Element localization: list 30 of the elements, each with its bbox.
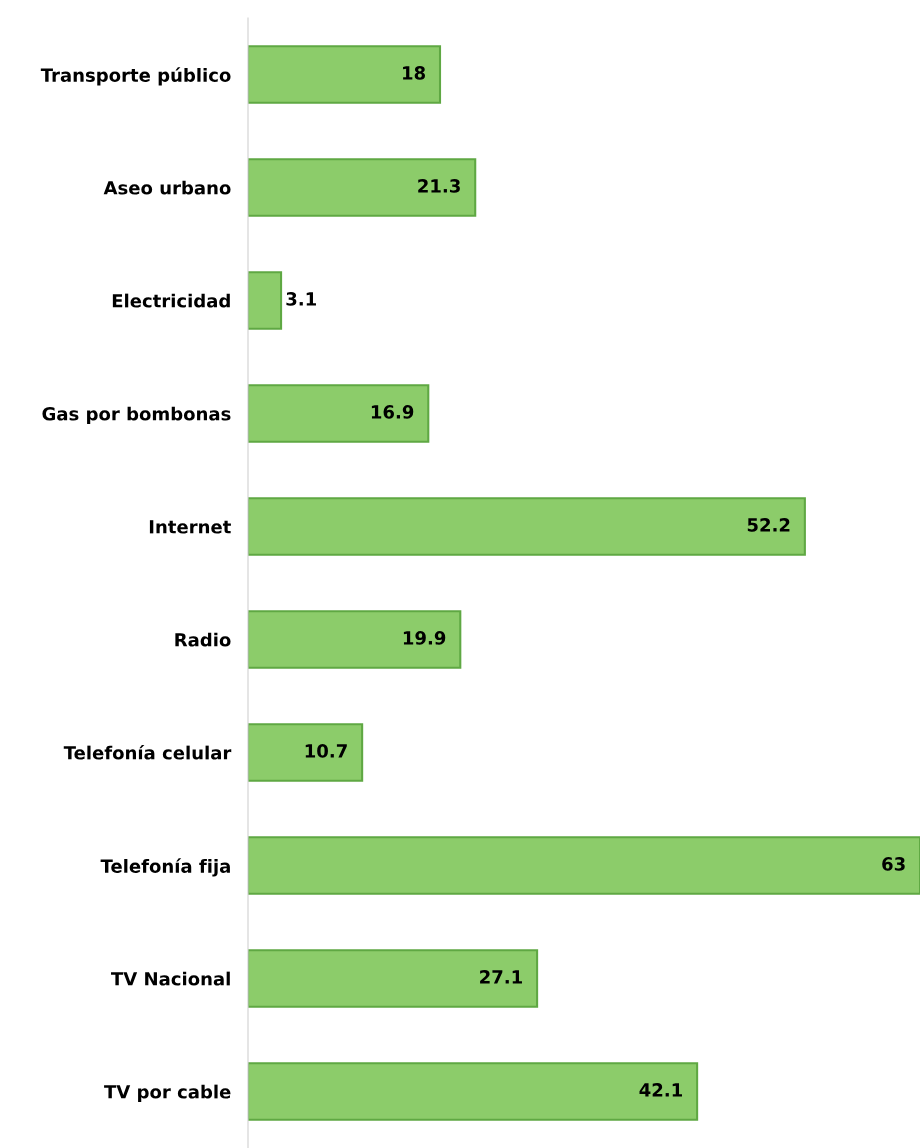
- data-label: 10.7: [305, 744, 347, 758]
- data-label: 3.1: [286, 292, 316, 306]
- y-tick-label: Radio: [175, 632, 231, 647]
- y-tick-label: Internet: [149, 520, 231, 534]
- bar: [248, 949, 539, 1008]
- bar: [248, 158, 477, 217]
- data-label: 63: [882, 857, 905, 871]
- data-label: 21.3: [418, 179, 460, 193]
- y-tick-label: Electricidad: [112, 293, 230, 308]
- y-tick-label: Gas por bombonas: [42, 406, 231, 425]
- bar: [248, 610, 462, 669]
- bar: [248, 497, 806, 556]
- y-tick-label: Telefonía celular: [63, 744, 232, 760]
- data-label: 42.1: [639, 1083, 682, 1097]
- y-tick-label: TV por cable: [104, 1084, 231, 1103]
- y-tick-label: Aseo urbano: [103, 180, 231, 195]
- data-label: 27.1: [480, 970, 522, 984]
- data-label: 18: [403, 66, 426, 80]
- bar: [248, 836, 921, 895]
- y-tick-label: Telefonía fija: [100, 858, 230, 877]
- bar: [248, 384, 430, 443]
- bar: [248, 45, 442, 104]
- bar: [248, 271, 283, 330]
- y-tick-label: TV Nacional: [111, 971, 230, 986]
- data-label: 19.9: [403, 631, 446, 645]
- bar: [248, 1062, 699, 1121]
- data-label: 52.2: [747, 518, 790, 532]
- data-label: 16.9: [371, 405, 414, 419]
- bar: [248, 723, 364, 782]
- y-tick-label: Transporte público: [40, 67, 231, 86]
